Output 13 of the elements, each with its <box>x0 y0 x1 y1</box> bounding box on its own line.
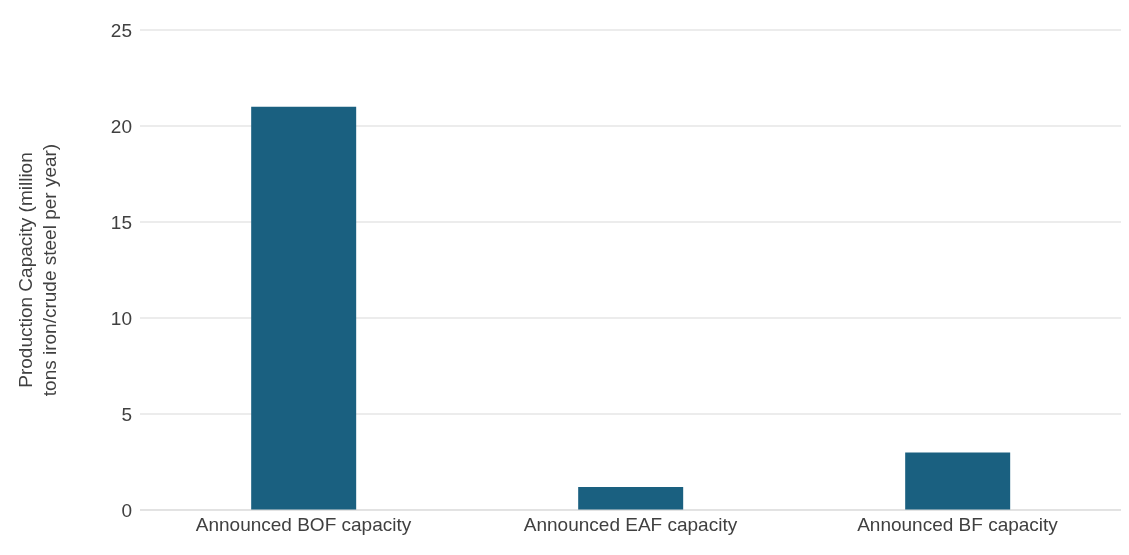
x-tick-label: Announced EAF capacity <box>523 514 738 536</box>
y-tick-label: 15 <box>110 211 132 233</box>
y-tick-label: 25 <box>110 19 132 41</box>
bar <box>251 106 357 510</box>
x-tick-label: Announced BF capacity <box>857 514 1059 536</box>
x-tick-label: Announced BOF capacity <box>195 514 412 536</box>
bar <box>905 452 1011 510</box>
y-tick-label: 0 <box>121 499 132 521</box>
y-tick-label: 20 <box>110 115 132 137</box>
y-axis-title: Production Capacity (million tons iron/crude steel per year) <box>15 143 60 397</box>
bar <box>578 486 684 510</box>
y-tick-label: 10 <box>110 307 132 329</box>
y-tick-label: 5 <box>121 403 132 425</box>
